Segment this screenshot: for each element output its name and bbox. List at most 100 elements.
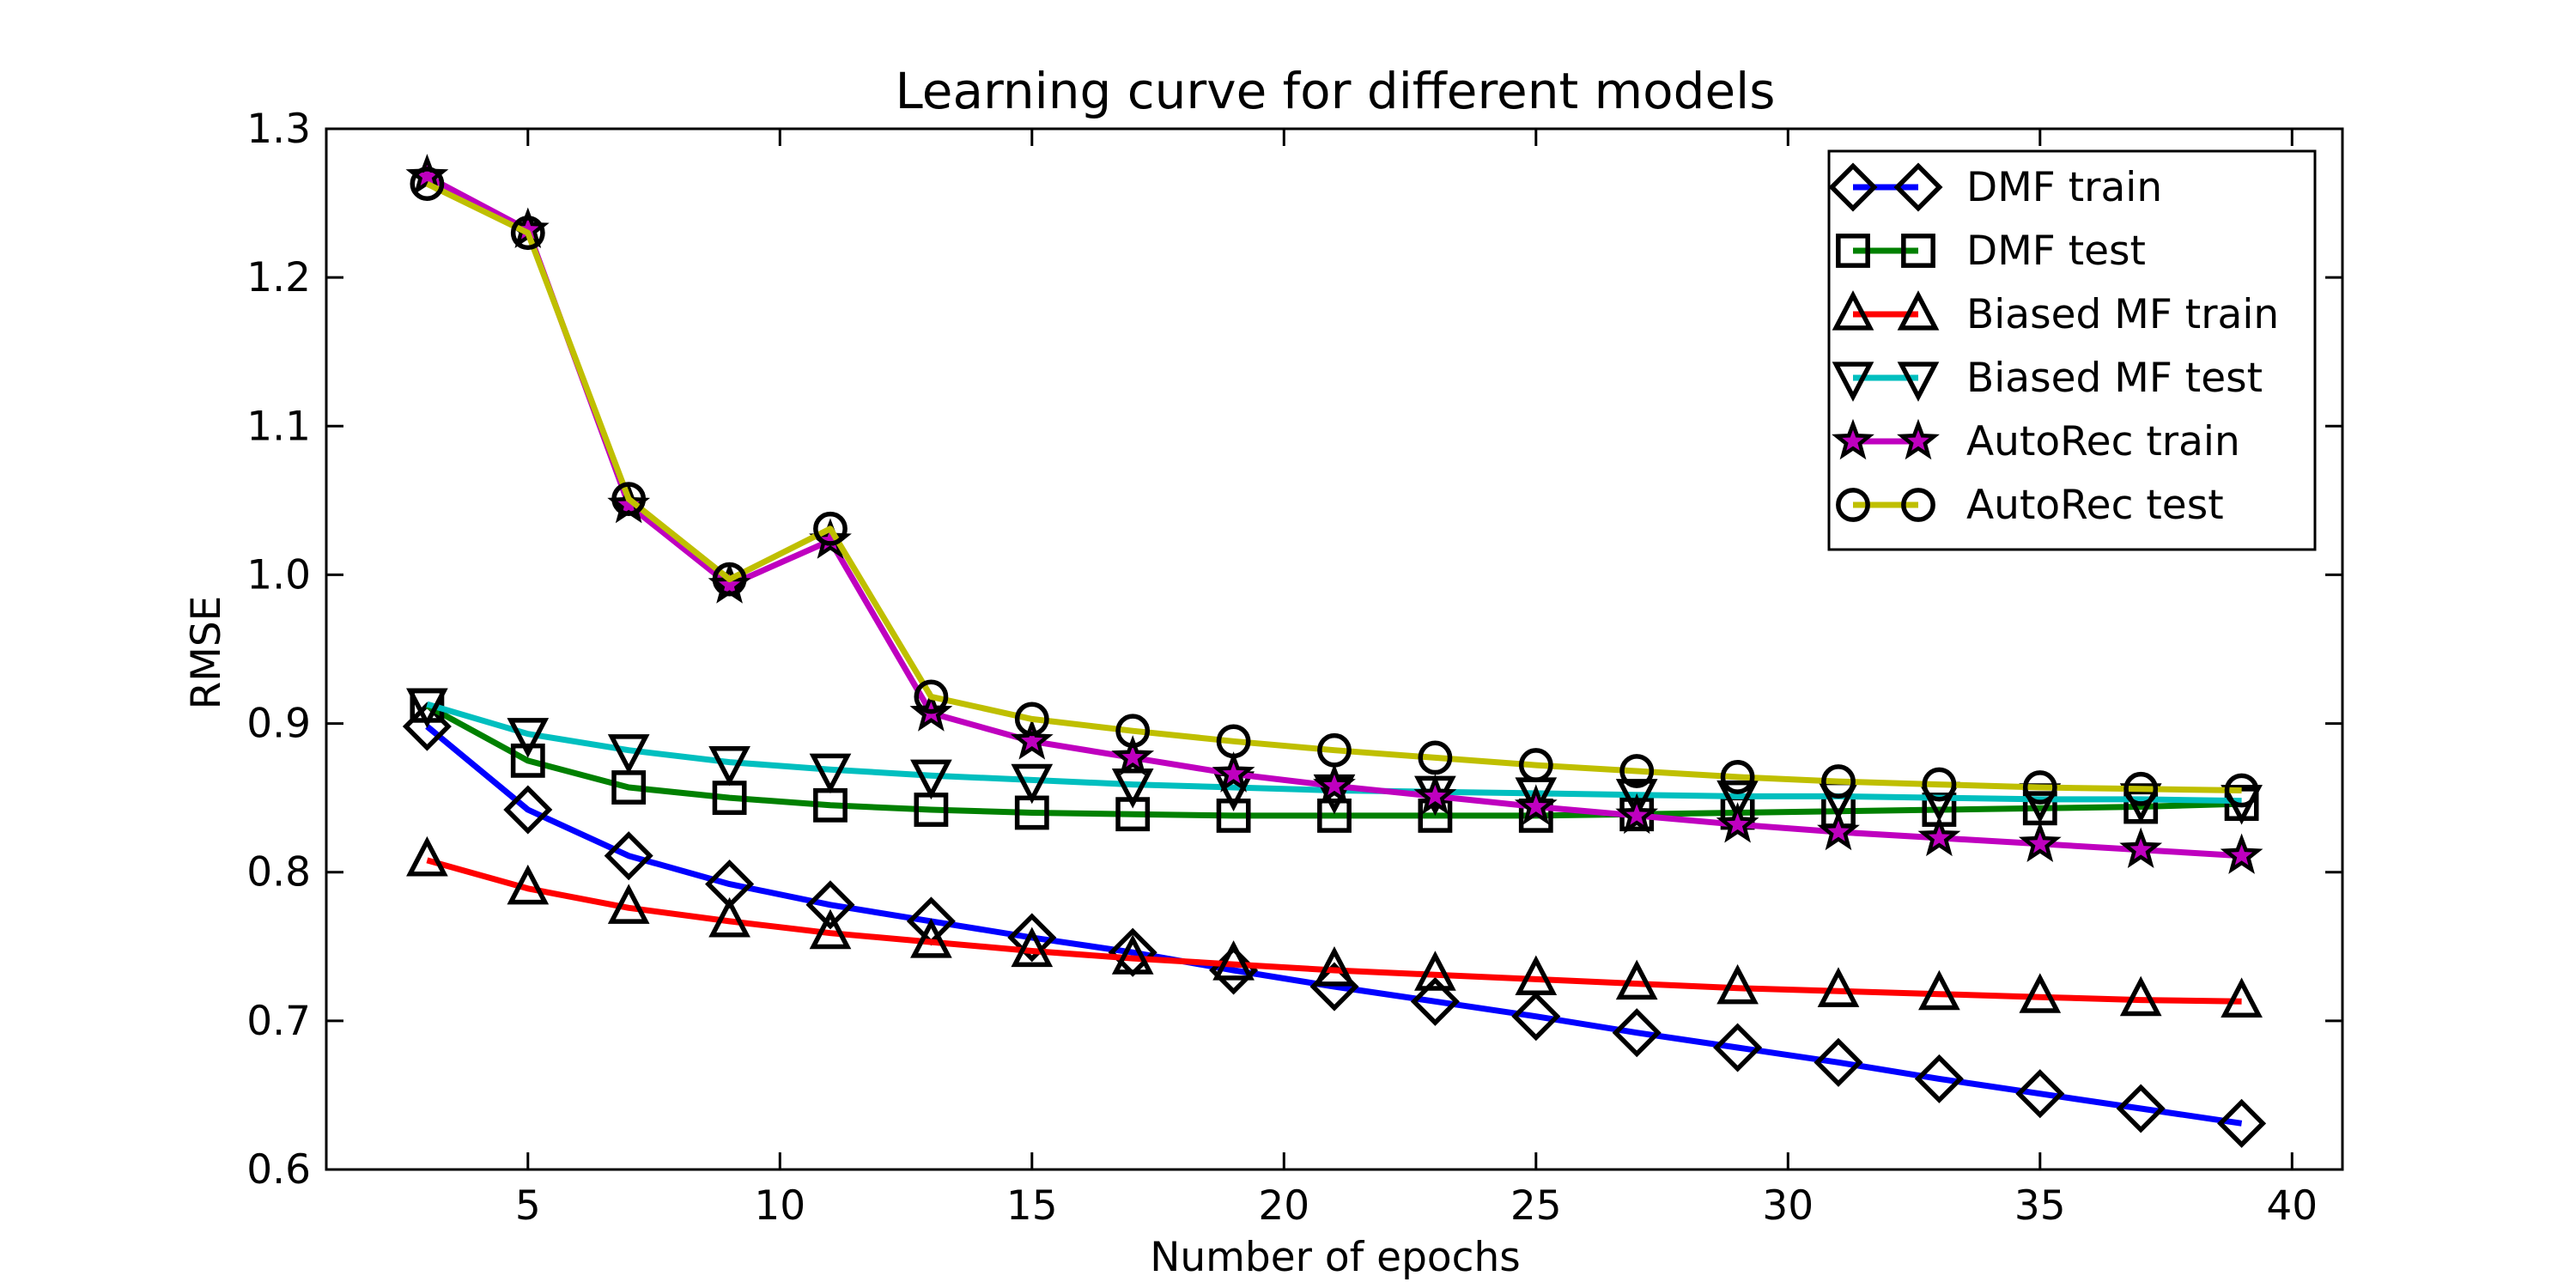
- data-point: [1514, 784, 1558, 825]
- y-tick-label: 1.2: [246, 254, 311, 301]
- series-biased-mf-train: [406, 835, 2263, 1018]
- data-point: [2119, 827, 2163, 868]
- data-point: [1716, 780, 1759, 821]
- axes-layer: 5 10 15 20 25 30 35 40 0.6 0.7 0.8 0.9 1.0 1.1 1.2 1.3: [246, 106, 2344, 1230]
- legend-label: DMF train: [1966, 164, 2162, 211]
- data-point: [510, 743, 545, 778]
- data-point: [2224, 773, 2259, 808]
- series-line: [425, 180, 2242, 793]
- data-point: [708, 745, 750, 787]
- data-point: [1612, 1008, 1662, 1058]
- legend-marker: [1897, 361, 1940, 402]
- data-point: [1922, 767, 1957, 802]
- data-point: [1615, 793, 1659, 835]
- series-autorec-test: [410, 167, 2259, 808]
- data-point: [2116, 1084, 2166, 1133]
- data-point: [1010, 719, 1054, 760]
- data-point: [607, 884, 650, 924]
- data-point: [712, 562, 747, 597]
- legend-entry: DMF train: [1828, 162, 2162, 212]
- data-point: [1413, 774, 1457, 815]
- data-point: [1313, 763, 1356, 805]
- chart-title: Learning curve for different models: [896, 62, 1776, 120]
- legend-entry: AutoRec test: [1836, 482, 2224, 529]
- data-point: [1011, 763, 1054, 805]
- data-point: [604, 831, 653, 881]
- series-line: [425, 702, 2242, 819]
- data-point: [1011, 927, 1054, 968]
- data-point: [2019, 973, 2062, 1013]
- x-tick-label: 5: [515, 1182, 541, 1230]
- data-point: [1511, 992, 1561, 1042]
- data-point: [1313, 946, 1356, 987]
- data-point: [805, 880, 855, 930]
- legend-entry: Biased MF train: [1832, 290, 2279, 338]
- data-point: [1817, 809, 1860, 851]
- data-point: [2123, 771, 2159, 806]
- legend-entry: Biased MF test: [1832, 355, 2263, 402]
- legend-entry: DMF test: [1836, 228, 2146, 275]
- data-point: [1410, 976, 1460, 1026]
- data-point: [1515, 955, 1558, 995]
- data-point: [1111, 768, 1154, 809]
- y-tick-label: 0.6: [246, 1146, 311, 1194]
- x-tick-label: 15: [1006, 1182, 1058, 1230]
- legend-marker: [1893, 162, 1943, 212]
- data-point: [406, 688, 448, 728]
- data-point: [2217, 1098, 2267, 1148]
- series-layer: [402, 154, 2267, 1148]
- data-point: [1007, 913, 1057, 963]
- data-point: [1115, 714, 1151, 749]
- legend-marker: [1836, 234, 1870, 268]
- y-tick-label: 0.9: [246, 701, 311, 748]
- data-point: [2018, 821, 2062, 863]
- data-point: [910, 918, 952, 958]
- x-axis-label: Number of epochs: [1150, 1234, 1521, 1281]
- legend-label: AutoRec train: [1966, 418, 2240, 465]
- legend: DMF train DMF test Biased MF train Biased M…: [1827, 149, 2317, 551]
- data-point: [914, 679, 949, 714]
- y-tick-label: 1.3: [246, 106, 311, 153]
- data-point: [410, 167, 445, 201]
- data-point: [607, 734, 650, 775]
- data-point: [507, 864, 550, 905]
- data-point: [406, 835, 448, 877]
- data-point: [1615, 959, 1658, 1000]
- data-point: [1418, 740, 1453, 775]
- legend-marker: [1897, 418, 1940, 460]
- y-tick-label: 0.7: [246, 998, 311, 1045]
- data-point: [1917, 815, 1961, 857]
- x-tick-label: 35: [2014, 1182, 2066, 1230]
- data-point: [1821, 764, 1856, 799]
- legend-marker: [1901, 234, 1935, 268]
- plot-frame: [325, 127, 2344, 1171]
- data-point: [507, 718, 550, 758]
- data-point: [910, 759, 952, 800]
- legend-marker: [1901, 488, 1935, 522]
- legend-marker: [1836, 488, 1870, 522]
- data-point: [1814, 1037, 1863, 1087]
- legend-marker: [1832, 418, 1874, 460]
- data-point: [1212, 940, 1255, 981]
- data-point: [1111, 934, 1154, 975]
- x-tick-label: 40: [2266, 1182, 2318, 1230]
- data-point: [1111, 735, 1155, 776]
- data-point: [809, 753, 852, 794]
- x-tick-label: 25: [1510, 1182, 1562, 1230]
- data-point: [1216, 799, 1251, 833]
- y-tick-label: 0.8: [246, 849, 311, 896]
- data-point: [1817, 967, 1860, 1007]
- x-tick-label: 30: [1762, 1182, 1814, 1230]
- data-point: [1518, 748, 1553, 782]
- data-point: [1914, 1054, 1964, 1103]
- legend-box: [1827, 149, 2317, 551]
- legend-marker: [1832, 290, 1874, 331]
- data-point: [1716, 802, 1759, 843]
- data-point: [1716, 963, 1759, 1005]
- legend-label: Biased MF train: [1966, 291, 2279, 338]
- legend-marker: [1832, 361, 1874, 402]
- data-point: [2022, 770, 2057, 805]
- legend-label: DMF test: [1966, 228, 2146, 275]
- data-point: [611, 482, 647, 517]
- data-point: [1317, 799, 1352, 833]
